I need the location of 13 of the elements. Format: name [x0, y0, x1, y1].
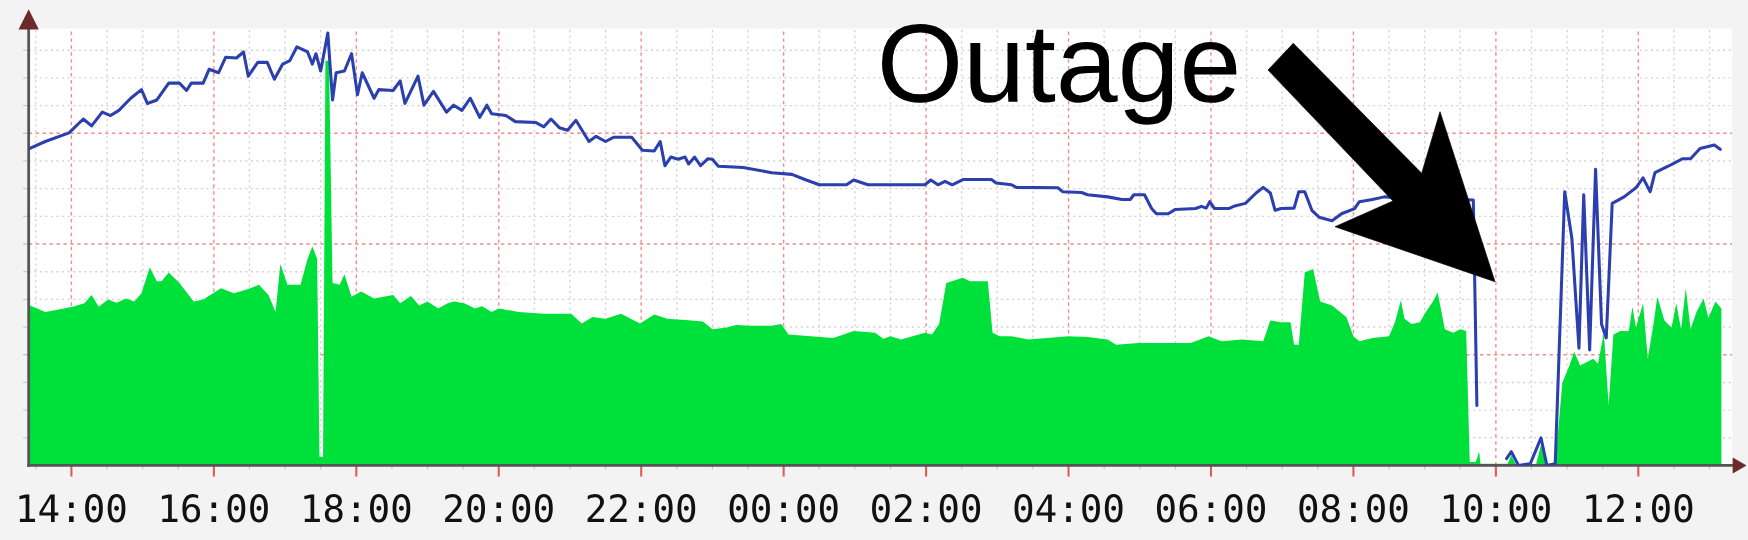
x-tick-label: 10:00: [1443, 494, 1550, 523]
x-tick-label: 18:00: [304, 494, 411, 523]
x-tick-label: 22:00: [587, 494, 696, 523]
x-tick-label: 16:00: [161, 494, 268, 523]
x-tick-label: 02:00: [872, 494, 981, 523]
annotation: Outage: [882, 24, 1237, 125]
x-tick-label: 08:00: [1299, 494, 1408, 523]
x-tick-label: 20:00: [445, 494, 553, 523]
x-tick-label: 00:00: [729, 494, 838, 523]
x-tick-label: 06:00: [1156, 494, 1265, 523]
x-tick-label: 04:00: [1014, 494, 1123, 523]
x-tick-label: 14:00: [19, 494, 126, 523]
x-tick-label: 12:00: [1586, 494, 1693, 523]
